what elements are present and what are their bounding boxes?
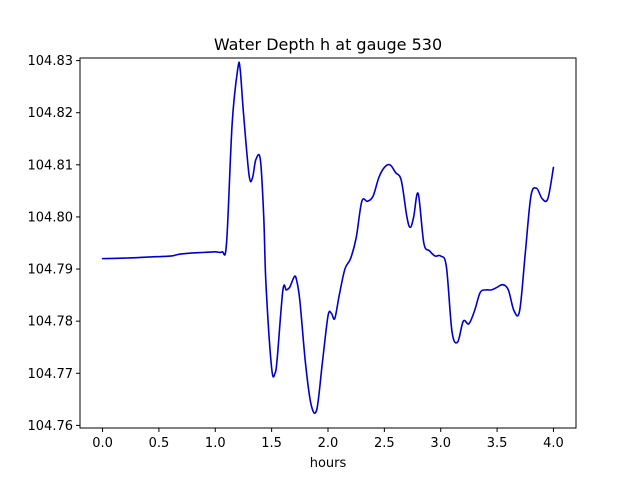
x-tick-label: 2.0 [318,436,339,451]
x-tick-label: 3.0 [430,436,451,451]
x-tick-label: 4.0 [543,436,564,451]
series-layer [101,61,555,415]
y-tick-label: 104.78 [28,315,74,330]
y-tick-label: 104.76 [28,419,74,434]
y-tick-label: 104.80 [28,210,74,225]
x-tick-label: 0.5 [149,436,170,451]
x-tick-label: 2.5 [374,436,395,451]
series-line-0 [101,61,555,415]
y-tick-label: 104.79 [28,263,74,278]
y-tick-label: 104.81 [28,158,74,173]
y-tick-label: 104.82 [28,106,74,121]
y-tick-label: 104.83 [28,54,74,69]
x-tick-label: 3.5 [487,436,508,451]
plot-area-frame [79,57,577,429]
chart-title: Water Depth h at gauge 530 [214,35,442,54]
y-tick-label: 104.77 [28,367,74,382]
x-tick-label: 0.0 [92,436,113,451]
x-tick-label: 1.0 [205,436,226,451]
x-tick-label: 1.5 [261,436,282,451]
x-axis-label: hours [310,456,347,471]
x-ticks: 0.0 0.5 1.0 1.5 2.0 2.5 3.0 3.5 4.0 [92,428,564,451]
y-ticks: 104.76 104.77 104.78 104.79 104.80 104.81 104.… [28,54,80,434]
